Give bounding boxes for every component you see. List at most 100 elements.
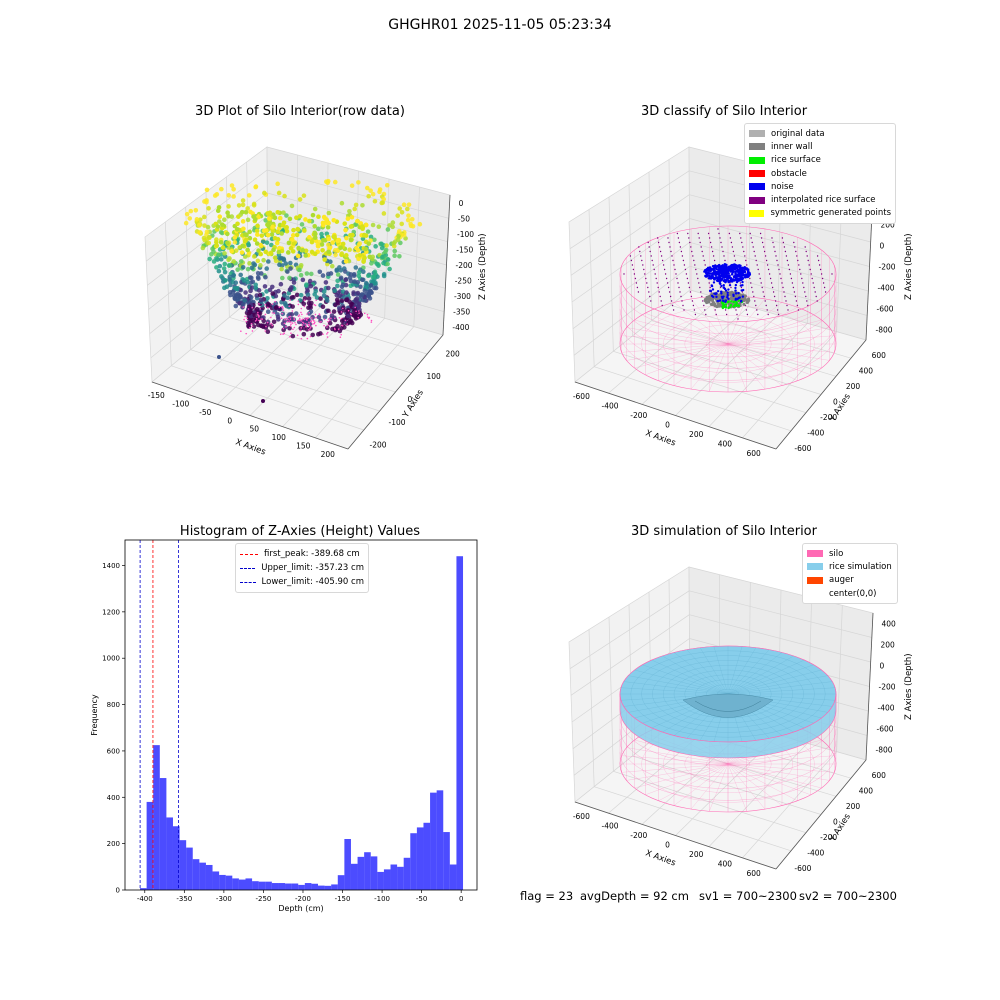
panel1-point (237, 300, 242, 306)
panel2-point (721, 265, 725, 269)
panel2-point (742, 273, 745, 277)
panel2-point (743, 297, 747, 301)
panel2-point (724, 299, 728, 302)
panel1-point (246, 323, 251, 329)
panel1-point (392, 248, 398, 254)
panel1-point (352, 279, 357, 284)
panel2-point (737, 318, 739, 320)
panel2-point (727, 280, 730, 284)
panel1-point (344, 297, 349, 303)
panel1-point (219, 252, 224, 257)
panel1-point (275, 312, 280, 317)
panel2-point (713, 303, 717, 307)
panel2-point (708, 269, 712, 272)
panel1-point (307, 321, 313, 327)
panel1-point (263, 249, 269, 255)
panel1-point (361, 258, 367, 263)
panel2-point (737, 292, 741, 296)
panel1-point (258, 251, 264, 257)
panel1-point (381, 191, 387, 197)
panel1-point (235, 286, 241, 291)
panel2-point (739, 278, 743, 281)
panel2-point (710, 274, 714, 278)
panel2-point (737, 295, 741, 299)
panel2-point (739, 267, 742, 271)
panel1-point (257, 314, 260, 317)
panel2-point (728, 265, 731, 268)
panel2-point (720, 303, 724, 307)
panel1-point (269, 305, 275, 311)
panel2-point (746, 300, 750, 304)
panel2-point (781, 237, 784, 239)
panel2-point (742, 295, 746, 299)
panel1-point (240, 330, 242, 333)
panel1-point (260, 318, 262, 320)
panel2-point (722, 250, 724, 253)
panel1-point (334, 328, 336, 331)
panel2-point (685, 273, 688, 275)
panel2-point (717, 263, 721, 267)
panel2-point (676, 232, 679, 235)
panel2-point (822, 282, 825, 284)
panel2-point (798, 264, 800, 266)
histogram-vlines (139, 540, 180, 890)
panel2-point (727, 302, 731, 306)
panel1-point (303, 299, 306, 301)
panel1-point (313, 231, 318, 237)
panel1-point (303, 248, 309, 254)
panel2-point (723, 270, 726, 273)
panel2-point (704, 274, 707, 278)
panel2-point (760, 282, 762, 284)
panel1-point (204, 187, 210, 193)
panel1-point (214, 227, 220, 232)
panel2-point (738, 296, 742, 300)
panel2-point (671, 304, 674, 307)
panel2-point (731, 293, 735, 297)
panel2-point (725, 267, 728, 271)
panel1-point (260, 239, 266, 245)
panel1-point (231, 186, 236, 192)
panel1-point (363, 233, 369, 238)
panel1-point (366, 249, 372, 254)
panel2-point (742, 294, 746, 298)
panel1-point (391, 240, 397, 246)
panel1-point (249, 326, 251, 329)
panel1-point (252, 225, 258, 231)
panel2-point (729, 270, 732, 273)
panel2-point (672, 259, 674, 262)
panel1-point (224, 284, 230, 290)
panel2-point (737, 264, 740, 268)
panel2-point (729, 264, 733, 267)
panel2-point (734, 304, 738, 308)
panel2-point (709, 286, 711, 289)
panel2-point (729, 293, 733, 297)
panel1-point (363, 222, 369, 228)
panel2-point (709, 267, 713, 271)
panel2-point (802, 282, 804, 284)
panel1-point (214, 243, 220, 248)
panel1-point (222, 278, 228, 283)
panel1-point (305, 325, 307, 328)
panel1-xtick: -150 (148, 391, 165, 400)
panel1-point (257, 265, 263, 270)
panel1-point (290, 323, 292, 326)
panel2-point (724, 274, 727, 278)
panel1-point (204, 241, 210, 246)
panel1-point (265, 329, 271, 335)
panel1-point (324, 298, 330, 303)
panel2-point (728, 306, 732, 309)
panel1-point (197, 223, 202, 228)
panel1-point (366, 272, 372, 278)
panel1-point (332, 234, 337, 239)
panel2-point (714, 266, 718, 270)
panel1-point (353, 314, 358, 319)
panel2-point (733, 300, 737, 304)
panel2-point (709, 289, 713, 293)
panel1-point (251, 324, 257, 329)
panel1-point (233, 248, 239, 253)
panel1-point (284, 268, 290, 274)
panel2-point (703, 299, 707, 303)
panel2-point (747, 272, 751, 275)
panel2-point (670, 300, 673, 302)
panel1-point (327, 320, 333, 326)
